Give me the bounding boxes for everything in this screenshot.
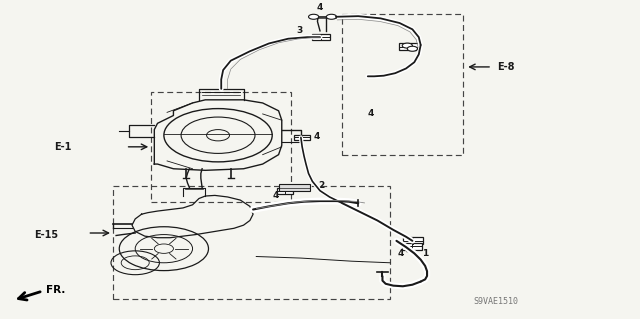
Circle shape bbox=[308, 14, 319, 19]
Bar bbox=[403, 237, 423, 244]
Circle shape bbox=[402, 43, 412, 48]
Text: 1: 1 bbox=[422, 249, 428, 258]
Bar bbox=[294, 135, 310, 140]
Text: E-15: E-15 bbox=[35, 230, 59, 240]
Bar bbox=[312, 34, 330, 40]
Text: E-8: E-8 bbox=[497, 62, 515, 72]
Bar bbox=[278, 184, 310, 191]
Text: 4: 4 bbox=[314, 132, 320, 141]
Text: 4: 4 bbox=[368, 109, 374, 118]
Text: 4: 4 bbox=[406, 246, 412, 255]
Circle shape bbox=[326, 14, 337, 19]
Text: 4: 4 bbox=[272, 191, 278, 200]
Circle shape bbox=[407, 46, 417, 51]
Text: S9VAE1510: S9VAE1510 bbox=[473, 297, 518, 307]
Text: 4: 4 bbox=[397, 249, 404, 258]
Bar bbox=[402, 243, 422, 249]
Bar bbox=[277, 188, 293, 194]
Text: FR.: FR. bbox=[46, 285, 65, 295]
Text: E-1: E-1 bbox=[54, 142, 72, 152]
Text: 4: 4 bbox=[317, 3, 323, 12]
Text: 2: 2 bbox=[318, 181, 324, 190]
Bar bbox=[399, 43, 419, 50]
Text: 3: 3 bbox=[296, 26, 303, 35]
